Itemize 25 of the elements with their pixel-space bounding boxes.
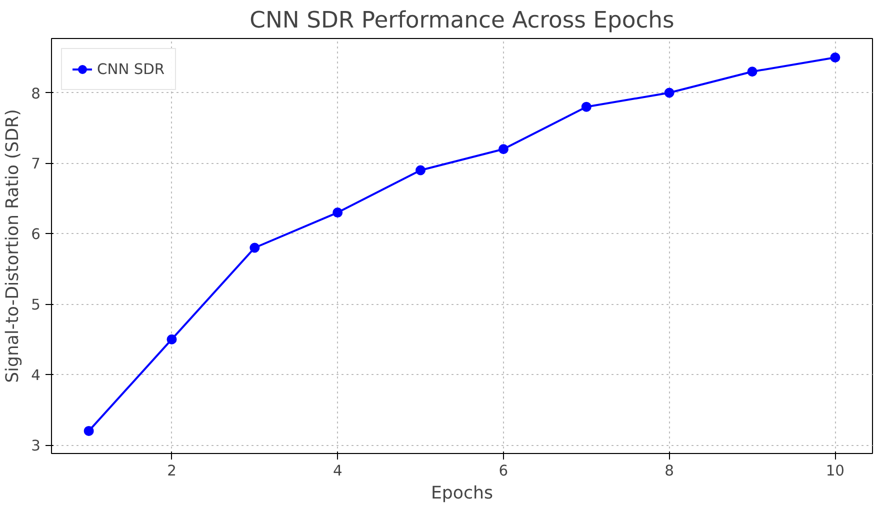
chart-title: CNN SDR Performance Across Epochs (250, 8, 674, 34)
point (498, 144, 508, 154)
point (830, 52, 840, 63)
legend-label: CNN SDR (97, 60, 165, 78)
y-tick-label: 6 (31, 226, 41, 244)
y-axis-title: Signal-to-Distortion Ratio (SDR) (3, 109, 24, 383)
x-tick-label: 6 (498, 462, 508, 480)
point (664, 88, 674, 98)
y-tick-label: 7 (31, 156, 41, 173)
y-tick-label: 3 (31, 438, 41, 455)
y-tick-label: 5 (31, 296, 41, 314)
x-tick-label: 10 (826, 462, 845, 480)
x-tick-label: 8 (664, 462, 674, 480)
y-tick-label: 8 (31, 85, 41, 102)
x-axis-title: Epochs (430, 484, 494, 504)
point (84, 426, 94, 436)
x-tick-label: 4 (332, 462, 342, 480)
y-tick-label: 4 (31, 367, 41, 384)
point (166, 334, 177, 344)
point (581, 102, 592, 112)
point (416, 165, 426, 176)
point (332, 208, 343, 218)
point (250, 242, 260, 253)
point (747, 66, 758, 77)
x-tick-label: 2 (167, 462, 176, 480)
